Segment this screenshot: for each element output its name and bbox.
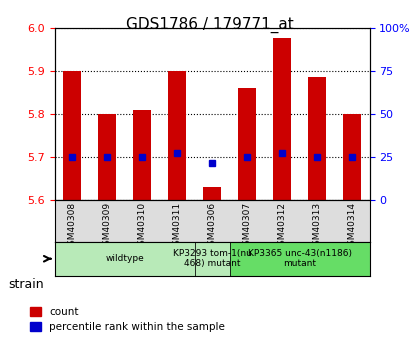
Text: GSM40310: GSM40310 <box>138 202 147 251</box>
Text: GSM40311: GSM40311 <box>173 202 181 251</box>
Bar <box>98 114 116 200</box>
Text: GSM40306: GSM40306 <box>207 202 217 251</box>
Text: wildtype: wildtype <box>105 254 144 263</box>
Bar <box>63 71 81 200</box>
Text: GSM40308: GSM40308 <box>68 202 76 251</box>
Text: GSM40312: GSM40312 <box>278 202 286 251</box>
FancyBboxPatch shape <box>194 241 230 276</box>
Bar <box>134 110 151 200</box>
Bar <box>168 71 186 200</box>
Bar <box>239 88 256 200</box>
Text: GSM40309: GSM40309 <box>102 202 112 251</box>
Text: GSM40314: GSM40314 <box>348 202 357 251</box>
Text: strain: strain <box>8 278 44 291</box>
FancyBboxPatch shape <box>230 241 370 276</box>
Text: KP3365 unc-43(n1186)
mutant: KP3365 unc-43(n1186) mutant <box>248 249 352 268</box>
Bar <box>273 38 291 200</box>
Text: KP3293 tom-1(nu
468) mutant: KP3293 tom-1(nu 468) mutant <box>173 249 252 268</box>
Bar <box>308 77 326 200</box>
Legend: count, percentile rank within the sample: count, percentile rank within the sample <box>26 302 229 336</box>
Text: GSM40313: GSM40313 <box>312 202 322 251</box>
FancyBboxPatch shape <box>55 241 194 276</box>
Bar <box>344 114 361 200</box>
Text: GDS1786 / 179771_at: GDS1786 / 179771_at <box>126 17 294 33</box>
Text: GSM40307: GSM40307 <box>243 202 252 251</box>
Bar <box>203 187 221 200</box>
